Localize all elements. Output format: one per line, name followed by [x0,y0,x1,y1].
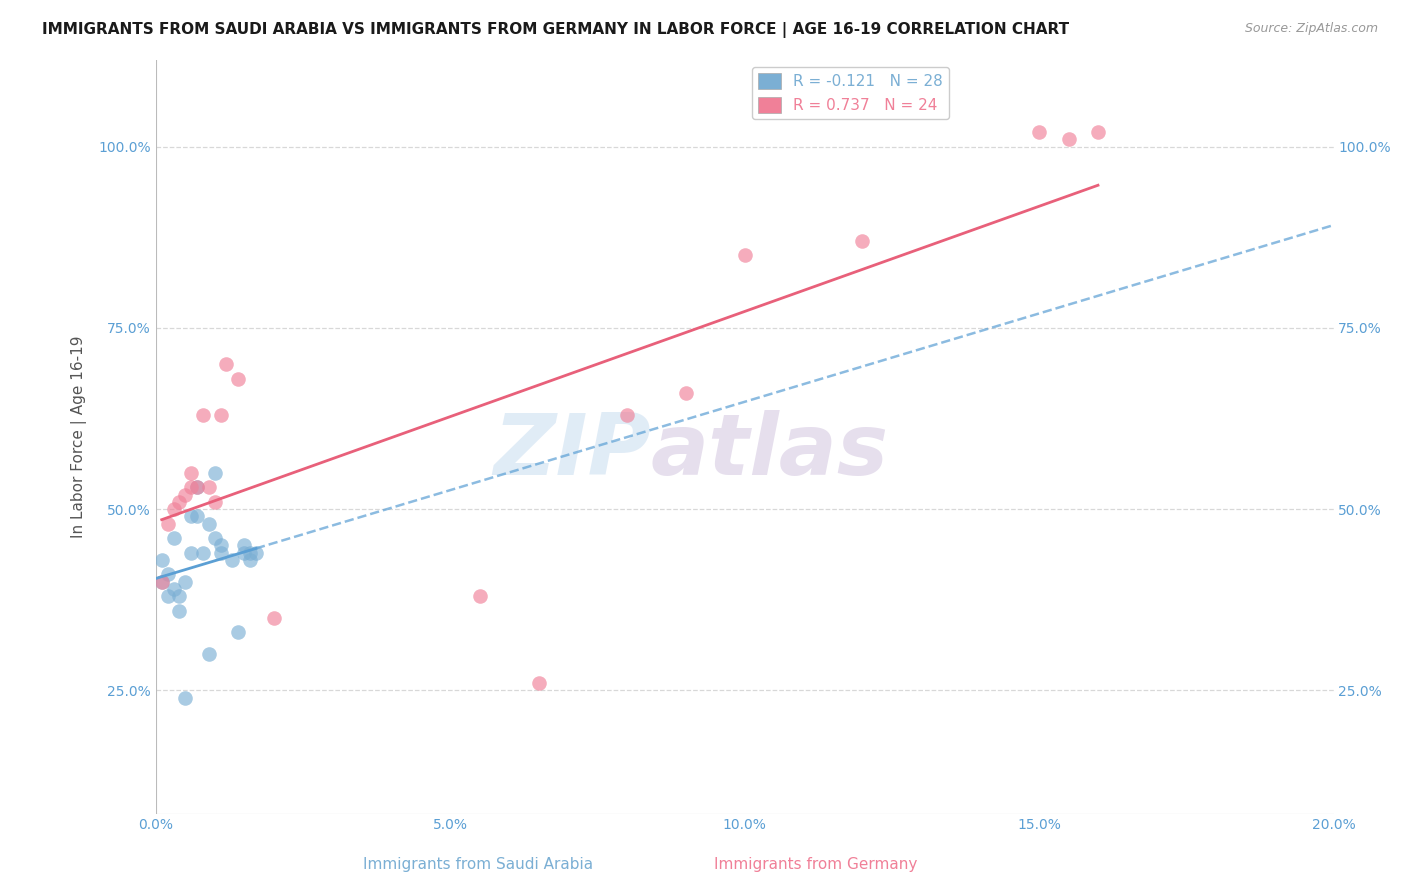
Point [226,371,249,385]
Text: Immigrants from Saudi Arabia: Immigrants from Saudi Arabia [363,857,593,872]
Y-axis label: In Labor Force | Age 16-19: In Labor Force | Age 16-19 [72,335,87,538]
Point [245,545,267,559]
Point [156,589,179,603]
Point [527,676,550,690]
Point [180,466,202,480]
Point [263,611,285,625]
Legend: R = -0.121   N = 28, R = 0.737   N = 24: R = -0.121 N = 28, R = 0.737 N = 24 [752,67,949,119]
Point [1057,132,1080,146]
Point [239,545,262,559]
Point [174,574,197,589]
Point [204,495,226,509]
Point [616,408,638,422]
Point [169,603,191,617]
Point [198,516,221,531]
Point [191,408,214,422]
Point [204,531,226,545]
Point [180,509,202,524]
Point [734,248,756,262]
Point [1028,125,1050,139]
Point [209,408,232,422]
Point [150,574,173,589]
Point [162,502,184,516]
Point [156,567,179,582]
Text: ZIP: ZIP [494,410,651,493]
Point [198,647,221,661]
Point [233,545,256,559]
Point [180,480,202,494]
Point [186,509,208,524]
Point [198,480,221,494]
Point [233,538,256,552]
Point [162,582,184,596]
Point [221,553,243,567]
Point [851,234,873,248]
Point [209,545,232,559]
Point [186,480,208,494]
Point [1087,125,1109,139]
Point [174,487,197,501]
Point [215,357,238,371]
Text: Source: ZipAtlas.com: Source: ZipAtlas.com [1244,22,1378,36]
Point [239,553,262,567]
Point [180,545,202,559]
Point [162,531,184,545]
Point [150,574,173,589]
Point [169,589,191,603]
Point [186,480,208,494]
Point [675,386,697,401]
Point [150,553,173,567]
Point [156,516,179,531]
Point [174,690,197,705]
Point [169,495,191,509]
Text: IMMIGRANTS FROM SAUDI ARABIA VS IMMIGRANTS FROM GERMANY IN LABOR FORCE | AGE 16-: IMMIGRANTS FROM SAUDI ARABIA VS IMMIGRAN… [42,22,1070,38]
Text: atlas: atlas [651,410,889,493]
Text: Immigrants from Germany: Immigrants from Germany [714,857,917,872]
Point [204,466,226,480]
Point [226,625,249,640]
Point [209,538,232,552]
Point [191,545,214,559]
Point [468,589,491,603]
